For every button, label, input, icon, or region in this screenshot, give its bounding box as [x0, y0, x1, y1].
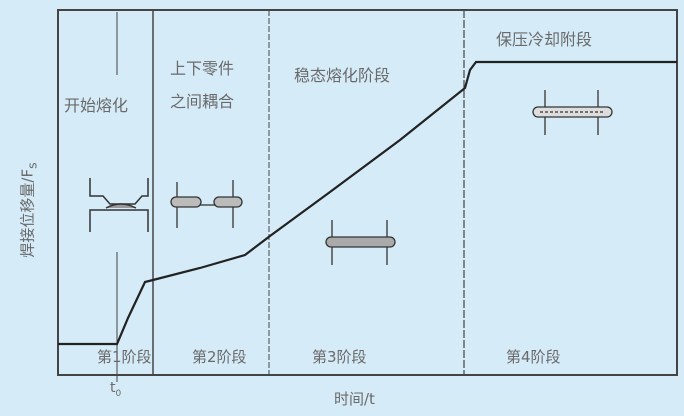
stage-2-label: 第2阶段: [192, 348, 247, 366]
displacement-curve: [58, 60, 677, 346]
weld-coupling-sketch-icon: [170, 180, 243, 228]
stage-4-label: 第4阶段: [506, 348, 561, 366]
y-axis-label: 焊接位移量/Fs: [18, 162, 40, 258]
part-sketch-melting-icon: [89, 178, 149, 232]
phase-2-title-line-1: 上下零件: [170, 59, 235, 78]
t0-label: t0: [110, 380, 122, 399]
phase-4-title: 保压冷却附段: [496, 30, 593, 49]
stage-1-label: 第1阶段: [97, 348, 152, 366]
weld-steady-sketch-icon: [325, 220, 396, 265]
phase-2-title-line-2: 之间耦合: [170, 92, 235, 111]
phase-3-title: 稳态熔化阶段: [294, 66, 391, 85]
stage-3-label: 第3阶段: [312, 348, 367, 366]
x-axis-label: 时间/t: [334, 390, 375, 408]
plot-frame: [57, 9, 678, 376]
phase-1-title: 开始熔化: [64, 96, 129, 115]
weld-cooling-sketch-icon: [532, 90, 613, 135]
